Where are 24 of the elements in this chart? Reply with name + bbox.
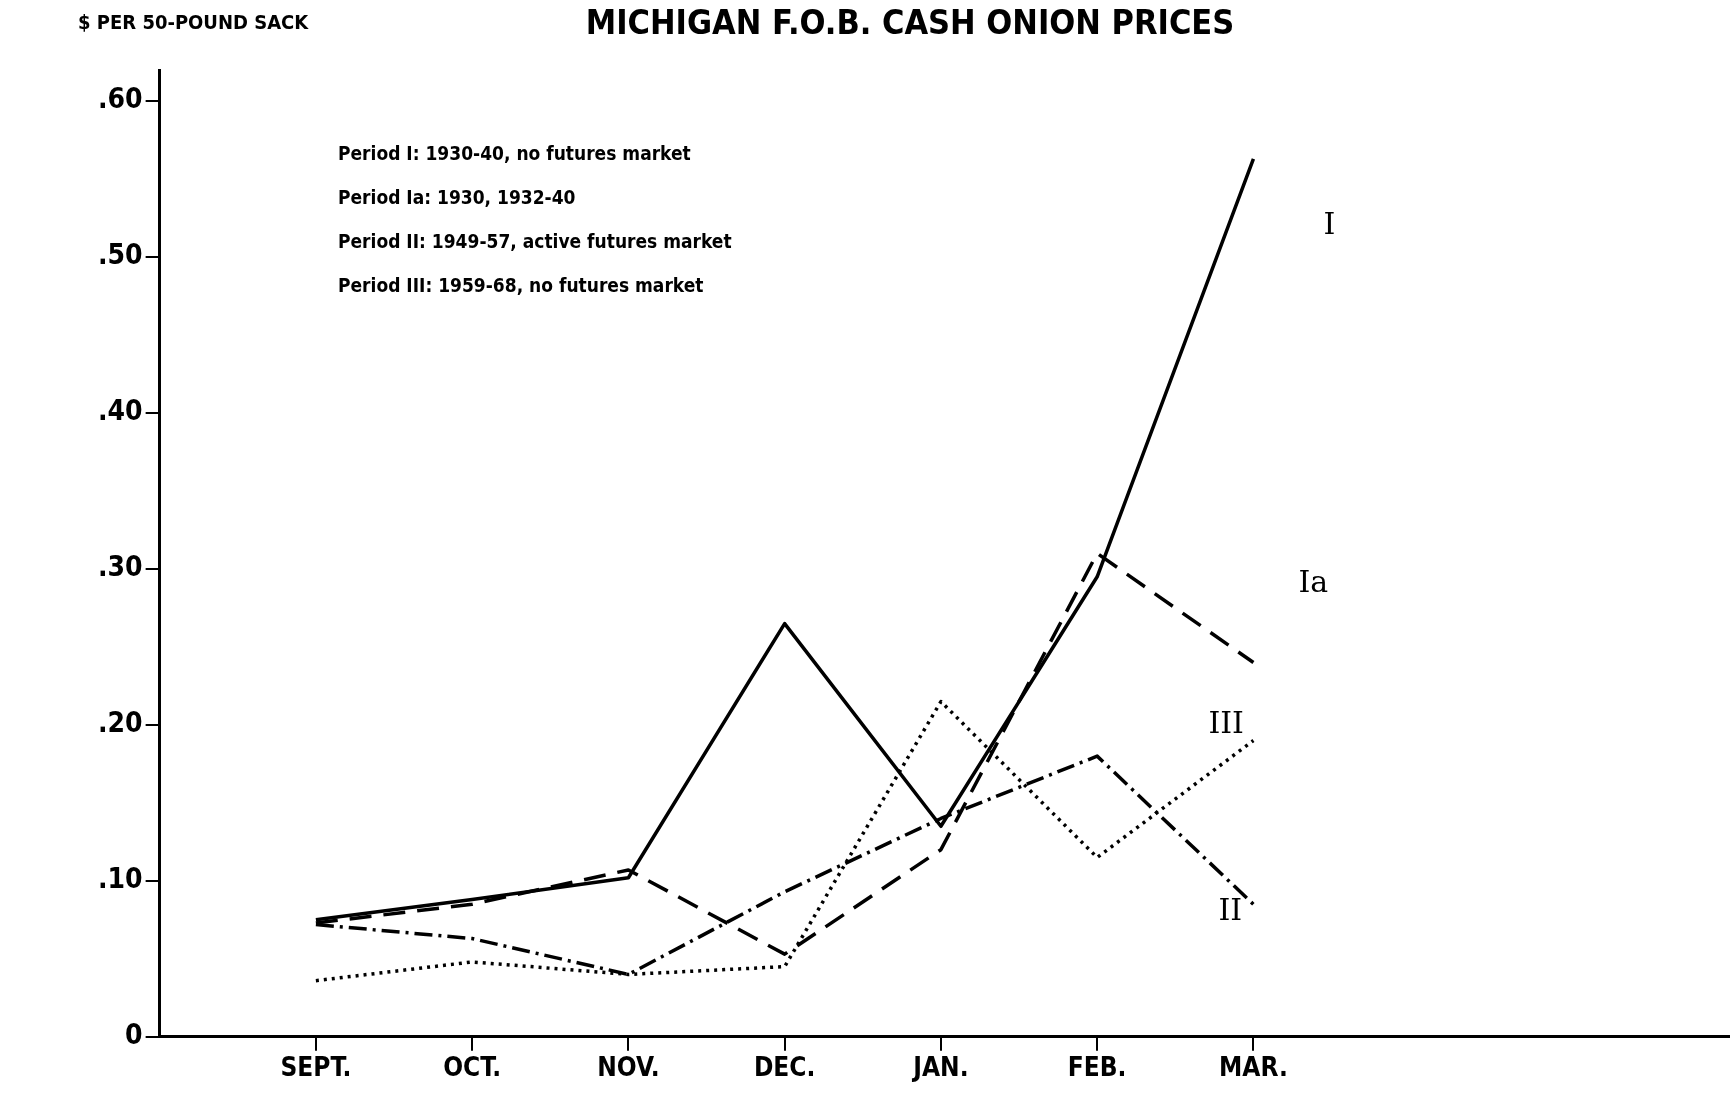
y-axis-title: $ PER 50-POUND SACK [78, 10, 310, 35]
x-tick-label: SEPT. [280, 1052, 352, 1083]
text: Ia [1298, 564, 1329, 600]
annotation: Period II: 1949-57, active futures market [338, 229, 732, 252]
y-tick-label: .20 [98, 706, 143, 740]
chart-title: MICHIGAN F.O.B. CASH ONION PRICES [585, 1, 1235, 42]
annotation: Period Ia: 1930, 1932-40 [338, 185, 576, 208]
series-label: II [1218, 891, 1243, 927]
x-tick-label: DEC. [753, 1052, 816, 1083]
y-tick-label: .50 [98, 238, 143, 272]
series-label: III [1208, 704, 1244, 740]
y-tick-label: .30 [98, 550, 143, 584]
y-tick-label: 0 [125, 1018, 143, 1052]
text: I [1323, 205, 1336, 241]
x-tick-label: NOV. [597, 1052, 660, 1083]
x-tick-label: FEB. [1067, 1052, 1127, 1083]
y-tick-label: .60 [98, 82, 143, 116]
annotation: Period III: 1959-68, no futures market [338, 273, 704, 296]
annotation: Period I: 1930-40, no futures market [338, 141, 691, 164]
x-tick-label: MAR. [1219, 1052, 1288, 1083]
x-tick-label: JAN. [911, 1052, 969, 1083]
y-tick-label: .40 [98, 394, 143, 428]
y-tick-label: .10 [98, 862, 143, 896]
x-tick-label: OCT. [443, 1052, 502, 1083]
